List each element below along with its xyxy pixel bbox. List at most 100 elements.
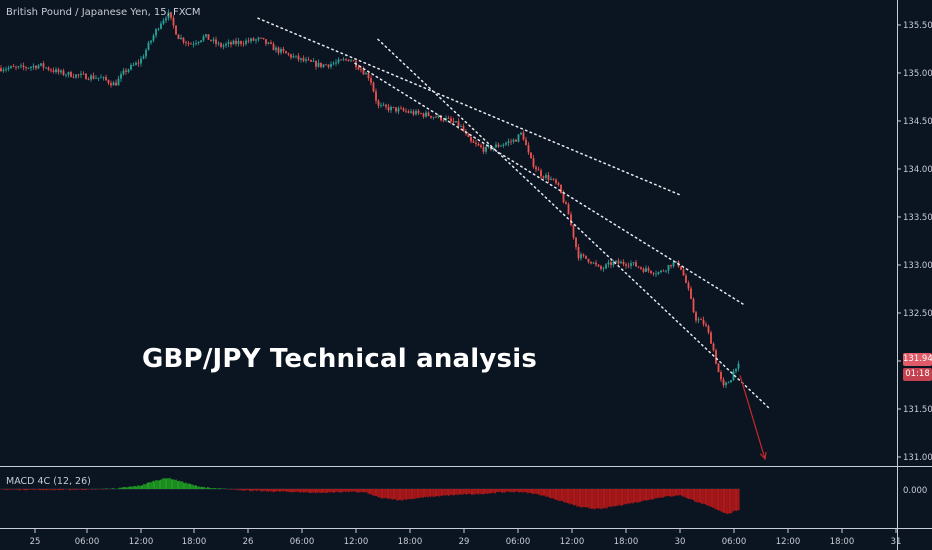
- candle-body: [662, 270, 665, 272]
- candle-body: [240, 41, 242, 44]
- time-tick-label: 06:00: [506, 537, 531, 547]
- candle-body: [370, 78, 372, 83]
- candle-body: [285, 51, 287, 54]
- candle-body: [257, 37, 260, 40]
- candle-body: [107, 80, 110, 84]
- candle-body: [192, 43, 195, 45]
- candle-body: [302, 58, 305, 61]
- candle-body: [700, 319, 702, 321]
- time-tick-label: 06:00: [290, 537, 315, 547]
- candle-body: [555, 179, 557, 184]
- candle-body: [210, 39, 212, 41]
- candle-body: [282, 49, 285, 52]
- candle-body: [697, 319, 700, 321]
- candle-body: [507, 141, 510, 144]
- candle-body: [480, 145, 482, 147]
- candle-body: [537, 169, 540, 171]
- candle-body: [202, 36, 205, 41]
- candle-body: [352, 60, 355, 62]
- candle-body: [357, 67, 360, 70]
- candle-body: [547, 175, 550, 180]
- candle-body: [687, 282, 690, 289]
- candle-body: [552, 178, 555, 180]
- candle-body: [185, 42, 187, 44]
- candle-body: [572, 224, 575, 238]
- candle-body: [272, 43, 275, 51]
- candle-body: [640, 267, 642, 269]
- candle-body: [25, 67, 27, 69]
- candle-body: [145, 49, 147, 57]
- candle-body: [735, 368, 737, 372]
- candle-body: [582, 254, 585, 256]
- time-tick-label: 30: [675, 537, 686, 547]
- candle-body: [585, 255, 587, 259]
- candle-body: [347, 59, 350, 62]
- candle-body: [410, 111, 412, 113]
- candle-body: [610, 262, 612, 266]
- candle-body: [437, 115, 440, 118]
- candle-body: [577, 247, 580, 259]
- candle-body: [150, 40, 152, 43]
- candle-body: [77, 74, 80, 76]
- candle-body: [105, 77, 107, 81]
- candle-body: [175, 25, 177, 35]
- candle-body: [607, 262, 610, 265]
- candle-body: [125, 70, 127, 72]
- candle-body: [525, 139, 527, 146]
- candle-body: [195, 43, 197, 44]
- candle-body: [137, 62, 140, 64]
- candle-body: [545, 175, 547, 178]
- candle-body: [217, 43, 220, 45]
- candle-body: [102, 77, 105, 78]
- candle-body: [417, 110, 420, 114]
- candle-body: [427, 112, 430, 116]
- candle-body: [225, 43, 227, 46]
- candle-body: [440, 115, 442, 121]
- candle-body: [130, 64, 132, 70]
- candle-body: [72, 76, 75, 78]
- candle-body: [415, 110, 417, 115]
- candle-body: [497, 144, 500, 147]
- candle-body: [732, 371, 735, 381]
- price-tick-label: 135.500: [903, 21, 932, 31]
- price-tick-label: 131.500: [903, 405, 932, 415]
- candle-body: [75, 74, 77, 78]
- price-tick-label: 131.000: [903, 453, 932, 463]
- candle-body: [670, 264, 672, 267]
- candle-body: [647, 268, 650, 271]
- candle-body: [522, 132, 525, 140]
- candle-body: [135, 62, 137, 65]
- candle-body: [305, 59, 307, 61]
- candle-body: [67, 72, 70, 75]
- candle-body: [307, 59, 310, 61]
- candle-body: [535, 167, 537, 170]
- candle-body: [312, 61, 315, 62]
- overlay-title: GBP/JPY Technical analysis: [142, 344, 538, 374]
- candle-body: [90, 75, 92, 80]
- candle-body: [452, 121, 455, 123]
- time-tick-label: 06:00: [722, 537, 747, 547]
- candle-body: [95, 78, 97, 79]
- candle-body: [122, 70, 125, 75]
- time-tick-label: 18:00: [398, 537, 423, 547]
- candle-body: [275, 47, 277, 51]
- candle-body: [485, 146, 487, 152]
- time-tick-label: 12:00: [560, 537, 585, 547]
- candle-body: [622, 261, 625, 265]
- candle-body: [22, 65, 25, 68]
- candle-body: [430, 115, 432, 118]
- time-tick-label: 29: [459, 537, 470, 547]
- candle-body: [155, 29, 157, 36]
- trendline: [377, 38, 771, 410]
- time-tick-label: 18:00: [614, 537, 639, 547]
- candle-body: [387, 106, 390, 111]
- price-tick-label: 135.000: [903, 69, 932, 79]
- candle-body: [147, 42, 150, 50]
- candle-body: [80, 73, 82, 76]
- candle-body: [405, 110, 407, 112]
- candle-body: [592, 262, 595, 264]
- candle-body: [512, 139, 515, 142]
- candle-body: [472, 141, 475, 143]
- candle-body: [382, 104, 385, 106]
